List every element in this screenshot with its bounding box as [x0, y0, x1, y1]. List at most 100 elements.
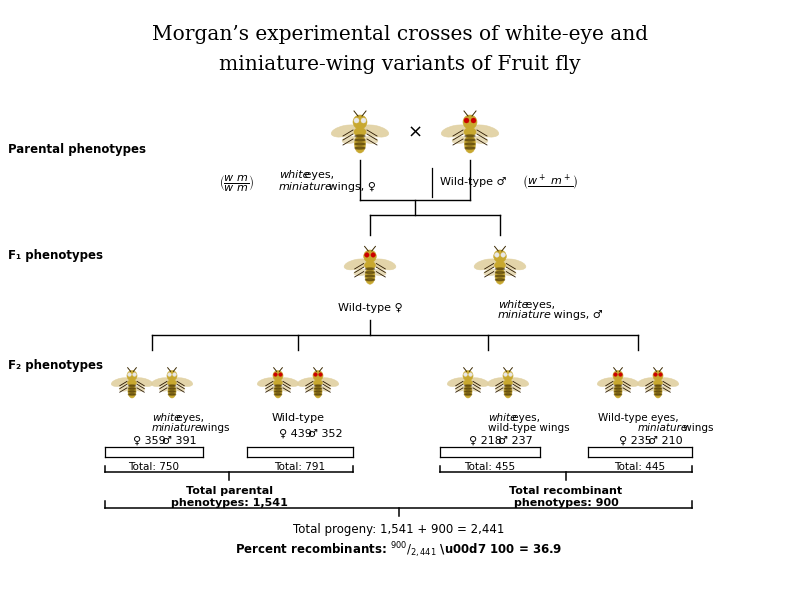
- Ellipse shape: [314, 388, 322, 389]
- Ellipse shape: [319, 386, 331, 391]
- Ellipse shape: [659, 386, 671, 391]
- Ellipse shape: [274, 385, 282, 386]
- Ellipse shape: [128, 388, 136, 389]
- Circle shape: [464, 118, 469, 123]
- Ellipse shape: [265, 386, 277, 391]
- Circle shape: [613, 371, 623, 380]
- Circle shape: [504, 373, 507, 376]
- Ellipse shape: [472, 136, 488, 143]
- Ellipse shape: [362, 136, 378, 143]
- Text: wings: wings: [196, 423, 230, 433]
- Ellipse shape: [354, 269, 368, 276]
- Text: eyes,: eyes,: [509, 413, 540, 423]
- Ellipse shape: [614, 391, 622, 392]
- Ellipse shape: [638, 378, 657, 386]
- Ellipse shape: [614, 385, 622, 398]
- Ellipse shape: [119, 386, 130, 391]
- Ellipse shape: [455, 386, 466, 391]
- Ellipse shape: [279, 386, 291, 391]
- Ellipse shape: [362, 125, 389, 137]
- Ellipse shape: [128, 394, 136, 395]
- Ellipse shape: [365, 268, 375, 284]
- Ellipse shape: [471, 125, 498, 137]
- Circle shape: [353, 115, 367, 129]
- Ellipse shape: [464, 391, 472, 392]
- Ellipse shape: [504, 391, 512, 392]
- Text: Wild-type: Wild-type: [271, 413, 325, 423]
- Text: F₁ phenotypes: F₁ phenotypes: [8, 248, 103, 262]
- Ellipse shape: [274, 388, 282, 389]
- Circle shape: [361, 118, 366, 123]
- Ellipse shape: [504, 394, 512, 395]
- Ellipse shape: [305, 386, 317, 391]
- Ellipse shape: [614, 388, 622, 389]
- Ellipse shape: [151, 378, 171, 386]
- Text: white: white: [488, 413, 517, 423]
- Ellipse shape: [365, 261, 375, 269]
- Ellipse shape: [504, 388, 512, 389]
- Text: white: white: [279, 170, 310, 180]
- Ellipse shape: [128, 391, 136, 392]
- Text: Morgan’s experimental crosses of white-eye and: Morgan’s experimental crosses of white-e…: [152, 25, 648, 44]
- Text: wings, ♀: wings, ♀: [325, 182, 376, 192]
- Circle shape: [371, 253, 375, 257]
- Ellipse shape: [654, 394, 662, 395]
- Ellipse shape: [465, 147, 475, 149]
- Circle shape: [128, 373, 131, 376]
- Ellipse shape: [495, 268, 505, 270]
- Ellipse shape: [128, 385, 136, 386]
- Circle shape: [501, 253, 506, 257]
- Ellipse shape: [614, 385, 622, 386]
- Text: eyes,: eyes,: [173, 413, 204, 423]
- Ellipse shape: [128, 385, 136, 398]
- Circle shape: [168, 373, 171, 376]
- Text: miniature: miniature: [279, 182, 333, 192]
- Ellipse shape: [614, 394, 622, 395]
- Ellipse shape: [495, 386, 506, 391]
- Ellipse shape: [659, 378, 678, 386]
- Circle shape: [614, 373, 618, 376]
- Ellipse shape: [274, 380, 282, 386]
- Text: $\left(\dfrac{w\ m}{w\ m}\right)$: $\left(\dfrac{w\ m}{w\ m}\right)$: [219, 173, 254, 193]
- Circle shape: [464, 373, 467, 376]
- Ellipse shape: [605, 386, 617, 391]
- Ellipse shape: [645, 386, 657, 391]
- Ellipse shape: [169, 391, 176, 392]
- Ellipse shape: [355, 139, 365, 141]
- Circle shape: [654, 373, 658, 376]
- Ellipse shape: [258, 378, 277, 386]
- Ellipse shape: [464, 388, 472, 389]
- Ellipse shape: [495, 268, 505, 284]
- Text: wild-type wings: wild-type wings: [488, 423, 570, 433]
- Text: Total progeny: 1,541 + 900 = 2,441: Total progeny: 1,541 + 900 = 2,441: [293, 523, 504, 536]
- Ellipse shape: [319, 378, 338, 386]
- Text: Total recombinant
phenotypes: 900: Total recombinant phenotypes: 900: [510, 486, 622, 508]
- Text: ♀ 235: ♀ 235: [619, 436, 652, 446]
- Text: ×: ×: [407, 124, 422, 142]
- Circle shape: [133, 373, 136, 376]
- Text: wings, ♂: wings, ♂: [550, 310, 602, 320]
- Ellipse shape: [464, 385, 472, 398]
- Circle shape: [313, 371, 323, 380]
- Text: eyes,: eyes,: [522, 300, 555, 310]
- Ellipse shape: [169, 394, 176, 395]
- Ellipse shape: [465, 143, 475, 145]
- Ellipse shape: [314, 391, 322, 392]
- Ellipse shape: [355, 147, 365, 149]
- Circle shape: [167, 371, 177, 380]
- Ellipse shape: [366, 275, 374, 277]
- Text: miniature-wing variants of Fruit fly: miniature-wing variants of Fruit fly: [219, 55, 581, 74]
- Circle shape: [173, 373, 176, 376]
- Text: Total: 750: Total: 750: [129, 462, 179, 472]
- Circle shape: [463, 371, 473, 380]
- Text: F₂ phenotypes: F₂ phenotypes: [8, 358, 103, 371]
- Ellipse shape: [344, 259, 369, 270]
- Circle shape: [494, 253, 499, 257]
- Ellipse shape: [495, 275, 505, 277]
- Ellipse shape: [366, 272, 374, 274]
- Text: ♀ 359: ♀ 359: [133, 436, 166, 446]
- Ellipse shape: [174, 386, 185, 391]
- Text: ♀ 439: ♀ 439: [279, 429, 312, 439]
- Text: miniature: miniature: [152, 423, 202, 433]
- Circle shape: [365, 253, 369, 257]
